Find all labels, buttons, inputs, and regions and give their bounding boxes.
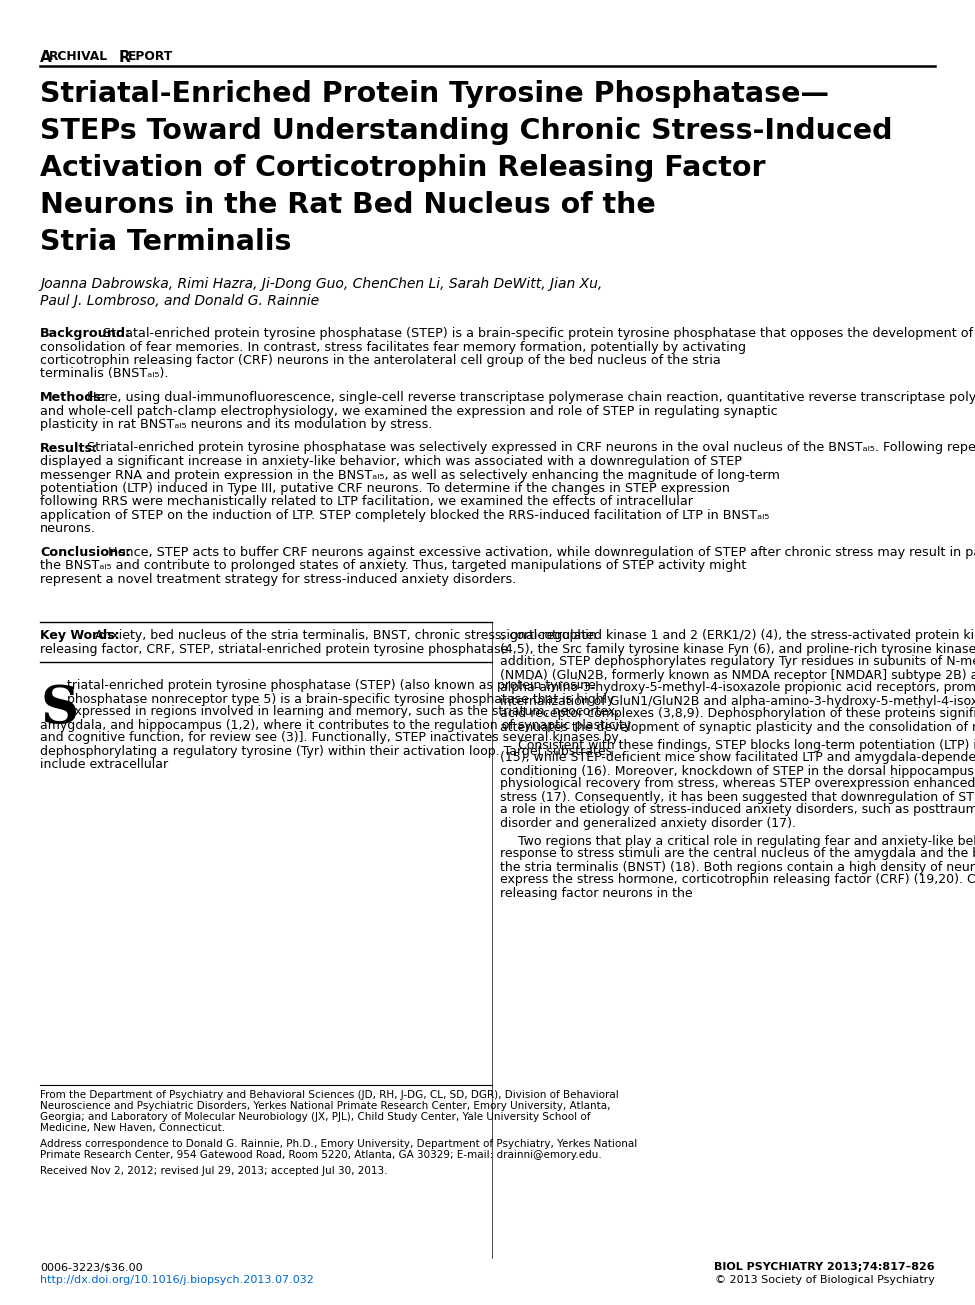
Text: releasing factor neurons in the: releasing factor neurons in the [500,886,692,899]
Text: 0006-3223/$36.00: 0006-3223/$36.00 [40,1262,142,1272]
Text: amygdala, and hippocampus (1,2), where it contributes to the regulation of synap: amygdala, and hippocampus (1,2), where i… [40,719,631,732]
Text: Paul J. Lombroso, and Donald G. Rainnie: Paul J. Lombroso, and Donald G. Rainnie [40,294,319,308]
Text: Results:: Results: [40,441,98,454]
Text: Hence, STEP acts to buffer CRF neurons against excessive activation, while downr: Hence, STEP acts to buffer CRF neurons a… [108,545,975,559]
Text: Conclusions:: Conclusions: [40,545,131,559]
Text: © 2013 Society of Biological Psychiatry: © 2013 Society of Biological Psychiatry [715,1275,935,1285]
Text: Background:: Background: [40,328,132,341]
Text: A: A [40,50,52,65]
Text: a role in the etiology of stress-induced anxiety disorders, such as posttraumati: a role in the etiology of stress-induced… [500,804,975,817]
Text: phosphatase nonreceptor type 5) is a brain-specific tyrosine phosphatase that is: phosphatase nonreceptor type 5) is a bra… [67,693,614,706]
Text: Striatal-Enriched Protein Tyrosine Phosphatase—: Striatal-Enriched Protein Tyrosine Phosp… [40,80,829,108]
Text: S: S [40,684,78,735]
Text: (4,5), the Src family tyrosine kinase Fyn (6), and proline-rich tyrosine kinase : (4,5), the Src family tyrosine kinase Fy… [500,642,975,655]
Text: response to stress stimuli are the central nucleus of the amygdala and the bed n: response to stress stimuli are the centr… [500,847,975,860]
Text: RCHIVAL: RCHIVAL [49,50,108,63]
Text: stress (17). Consequently, it has been suggested that downregulation of STEP fun: stress (17). Consequently, it has been s… [500,791,975,804]
Text: Methods:: Methods: [40,392,107,405]
Text: the BNSTₐₗ₅ and contribute to prolonged states of anxiety. Thus, targeted manipu: the BNSTₐₗ₅ and contribute to prolonged … [40,560,747,573]
Text: Address correspondence to Donald G. Rainnie, Ph.D., Emory University, Department: Address correspondence to Donald G. Rain… [40,1139,638,1148]
Text: releasing factor, CRF, STEP, striatal-enriched protein tyrosine phosphatase: releasing factor, CRF, STEP, striatal-en… [40,642,508,655]
Text: Here, using dual-immunofluorescence, single-cell reverse transcriptase polymeras: Here, using dual-immunofluorescence, sin… [87,392,975,405]
Text: and whole-cell patch-clamp electrophysiology, we examined the expression and rol: and whole-cell patch-clamp electrophysio… [40,405,778,418]
Text: Stria Terminalis: Stria Terminalis [40,228,292,256]
Text: Key Words:: Key Words: [40,629,120,642]
Text: disorder and generalized anxiety disorder (17).: disorder and generalized anxiety disorde… [500,817,796,830]
Text: Medicine, New Haven, Connecticut.: Medicine, New Haven, Connecticut. [40,1124,225,1133]
Text: Two regions that play a critical role in regulating fear and anxiety-like behavi: Two regions that play a critical role in… [518,834,975,847]
Text: represent a novel treatment strategy for stress-induced anxiety disorders.: represent a novel treatment strategy for… [40,573,517,586]
Text: EPORT: EPORT [128,50,174,63]
Text: R: R [119,50,131,65]
Text: Neurons in the Rat Bed Nucleus of the: Neurons in the Rat Bed Nucleus of the [40,191,656,219]
Text: following RRS were mechanistically related to LTP facilitation, we examined the : following RRS were mechanistically relat… [40,496,693,509]
Text: consolidation of fear memories. In contrast, stress facilitates fear memory form: consolidation of fear memories. In contr… [40,341,746,354]
Text: BIOL PSYCHIATRY 2013;74:817–826: BIOL PSYCHIATRY 2013;74:817–826 [715,1262,935,1272]
Text: signal-regulated kinase 1 and 2 (ERK1/2) (4), the stress-activated protein kinas: signal-regulated kinase 1 and 2 (ERK1/2)… [500,629,975,642]
Text: From the Department of Psychiatry and Behavioral Sciences (JD, RH, J-DG, CL, SD,: From the Department of Psychiatry and Be… [40,1090,619,1100]
Text: dephosphorylating a regulatory tyrosine (Tyr) within their activation loop. Targ: dephosphorylating a regulatory tyrosine … [40,744,612,757]
Text: the stria terminalis (BNST) (18). Both regions contain a high density of neurons: the stria terminalis (BNST) (18). Both r… [500,860,975,873]
Text: triatal-enriched protein tyrosine phosphatase (STEP) (also known as protein tyro: triatal-enriched protein tyrosine phosph… [67,680,596,693]
Text: potentiation (LTP) induced in Type III, putative CRF neurons. To determine if th: potentiation (LTP) induced in Type III, … [40,482,730,495]
Text: Joanna Dabrowska, Rimi Hazra, Ji-Dong Guo, ChenChen Li, Sarah DeWitt, Jian Xu,: Joanna Dabrowska, Rimi Hazra, Ji-Dong Gu… [40,277,603,291]
Text: acid receptor complexes (3,8,9). Dephosphorylation of these proteins significant: acid receptor complexes (3,8,9). Dephosp… [500,707,975,720]
Text: (NMDA) (GluN2B, formerly known as NMDA receptor [NMDAR] subtype 2B) and: (NMDA) (GluN2B, formerly known as NMDA r… [500,668,975,681]
Text: plasticity in rat BNSTₐₗ₅ neurons and its modulation by stress.: plasticity in rat BNSTₐₗ₅ neurons and it… [40,418,433,431]
Text: displayed a significant increase in anxiety-like behavior, which was associated : displayed a significant increase in anxi… [40,455,742,468]
Text: application of STEP on the induction of LTP. STEP completely blocked the RRS-ind: application of STEP on the induction of … [40,509,769,522]
Text: Georgia; and Laboratory of Molecular Neurobiology (JX, PJL), Child Study Center,: Georgia; and Laboratory of Molecular Neu… [40,1112,591,1122]
Text: Received Nov 2, 2012; revised Jul 29, 2013; accepted Jul 30, 2013.: Received Nov 2, 2012; revised Jul 29, 20… [40,1165,387,1176]
Text: Neuroscience and Psychiatric Disorders, Yerkes National Primate Research Center,: Neuroscience and Psychiatric Disorders, … [40,1101,610,1111]
Text: physiological recovery from stress, whereas STEP overexpression enhanced resilie: physiological recovery from stress, wher… [500,778,975,791]
Text: internalization of GluN1/GluN2B and alpha-amino-3-hydroxy-5-methyl-4-isoxazole p: internalization of GluN1/GluN2B and alph… [500,694,975,707]
Text: Activation of Corticotrophin Releasing Factor: Activation of Corticotrophin Releasing F… [40,154,765,181]
Text: alpha-amino-3-hydroxy-5-methyl-4-isoxazole propionic acid receptors, promoting: alpha-amino-3-hydroxy-5-methyl-4-isoxazo… [500,681,975,694]
Text: addition, STEP dephosphorylates regulatory Tyr residues in subunits of N-methyl-: addition, STEP dephosphorylates regulato… [500,655,975,668]
Text: expressed in regions involved in learning and memory, such as the striatum, neoc: expressed in regions involved in learnin… [67,706,619,719]
Text: include extracellular: include extracellular [40,757,168,770]
Text: Striatal-enriched protein tyrosine phosphatase was selectively expressed in CRF : Striatal-enriched protein tyrosine phosp… [87,441,975,454]
Text: Striatal-enriched protein tyrosine phosphatase (STEP) is a brain-specific protei: Striatal-enriched protein tyrosine phosp… [102,328,975,341]
Text: messenger RNA and protein expression in the BNSTₐₗ₅, as well as selectively enha: messenger RNA and protein expression in … [40,468,780,482]
Text: and cognitive function, for review see (3)]. Functionally, STEP inactivates seve: and cognitive function, for review see (… [40,732,619,744]
Text: Anxiety, bed nucleus of the stria terminalis, BNST, chronic stress, corticotroph: Anxiety, bed nucleus of the stria termin… [96,629,597,642]
Text: Consistent with these findings, STEP blocks long-term potentiation (LTP) in amyg: Consistent with these findings, STEP blo… [518,739,975,752]
Text: corticotrophin releasing factor (CRF) neurons in the anterolateral cell group of: corticotrophin releasing factor (CRF) ne… [40,354,721,367]
Text: conditioning (16). Moreover, knockdown of STEP in the dorsal hippocampus delayed: conditioning (16). Moreover, knockdown o… [500,765,975,778]
Text: express the stress hormone, corticotrophin releasing factor (CRF) (19,20). Corti: express the stress hormone, corticotroph… [500,873,975,886]
Text: terminalis (BNSTₐₗ₅).: terminalis (BNSTₐₗ₅). [40,368,169,381]
Text: STEPs Toward Understanding Chronic Stress-Induced: STEPs Toward Understanding Chronic Stres… [40,117,892,145]
Text: Primate Research Center, 954 Gatewood Road, Room 5220, Atlanta, GA 30329; E-mail: Primate Research Center, 954 Gatewood Ro… [40,1150,602,1160]
Text: attenuates the development of synaptic plasticity and the consolidation of memor: attenuates the development of synaptic p… [500,720,975,733]
Text: neurons.: neurons. [40,522,96,535]
Text: (15), while STEP-deficient mice show facilitated LTP and amygdala-dependent fear: (15), while STEP-deficient mice show fac… [500,752,975,765]
Text: http://dx.doi.org/10.1016/j.biopsych.2013.07.032: http://dx.doi.org/10.1016/j.biopsych.201… [40,1275,314,1285]
